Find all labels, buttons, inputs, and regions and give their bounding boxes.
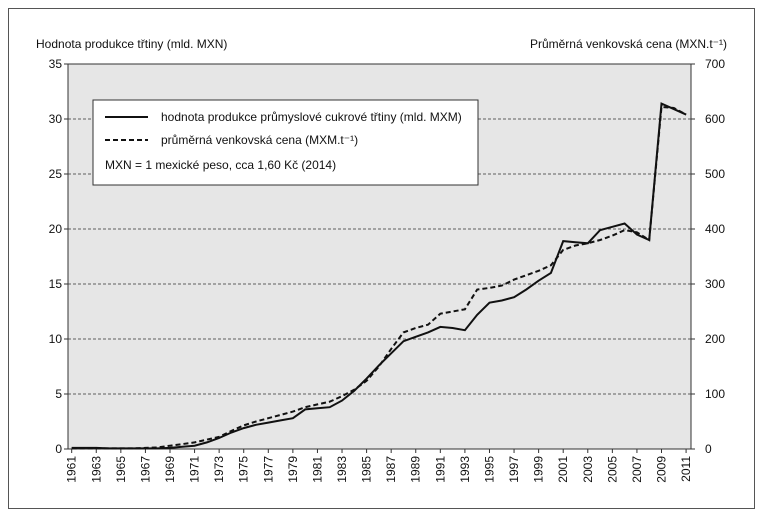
series-line [71, 102, 687, 450]
x-tick-label: 1965 [114, 456, 128, 483]
x-tick-label: 1975 [237, 456, 251, 483]
y2-tick-label: 700 [705, 57, 725, 71]
x-tick-label: 1997 [507, 456, 521, 483]
y2-tick-label: 600 [705, 112, 725, 126]
x-tick-label: 1967 [138, 456, 152, 483]
x-tick-label: 1983 [335, 456, 349, 483]
x-tick-label: 1987 [384, 456, 398, 483]
y-tick-label: 30 [49, 112, 63, 126]
y-tick-label: 0 [55, 442, 62, 456]
y2-tick-label: 0 [705, 442, 712, 456]
x-tick-label: 1993 [458, 456, 472, 483]
x-tick-label: 1981 [310, 456, 324, 483]
x-tick-label: 1999 [532, 456, 546, 483]
frame [8, 8, 755, 509]
x-tick-label: 1979 [286, 456, 300, 483]
x-tick-label: 1971 [188, 456, 202, 483]
y2-tick-label: 400 [705, 222, 725, 236]
x-tick-label: 2011 [679, 456, 693, 482]
x-tick-label: 2005 [605, 456, 619, 483]
x-tick-label: 2001 [556, 456, 570, 483]
y-tick-label: 5 [55, 387, 62, 401]
x-tick-label: 1989 [409, 456, 423, 483]
y-tick-label: 10 [49, 332, 63, 346]
y2-tick-label: 100 [705, 387, 725, 401]
y2-tick-label: 200 [705, 332, 725, 346]
y-axis-label: Hodnota produkce třtiny (mld. MXN) [36, 37, 227, 51]
legend-label: hodnota produkce průmyslové cukrové třti… [161, 110, 462, 124]
legend-label: průměrná venkovská cena (MXM.t⁻¹) [161, 133, 358, 147]
x-tick-label: 1969 [163, 456, 177, 483]
y-tick-label: 20 [49, 222, 63, 236]
x-tick-label: 2009 [655, 456, 669, 483]
x-tick-label: 1991 [433, 456, 447, 483]
legend-box [92, 99, 479, 186]
x-tick-label: 1977 [261, 456, 275, 483]
x-tick-label: 1985 [360, 456, 374, 483]
annotation: MXN = 1 mexické peso, cca 1,60 Kč (2014) [105, 158, 336, 172]
x-tick-label: 2003 [581, 456, 595, 483]
y-tick-label: 15 [49, 277, 63, 291]
x-tick-label: 1963 [89, 456, 103, 483]
x-tick-label: 1973 [212, 456, 226, 483]
y2-tick-label: 300 [705, 277, 725, 291]
x-tick-label: 1995 [482, 456, 496, 483]
series-line [71, 105, 687, 450]
y-tick-label: 35 [49, 57, 63, 71]
y-tick-label: 25 [49, 167, 63, 181]
y2-tick-label: 500 [705, 167, 725, 181]
x-tick-label: 1961 [65, 456, 79, 483]
x-tick-label: 2007 [630, 456, 644, 483]
y2-axis-label: Průměrná venkovská cena (MXN.t⁻¹) [530, 37, 727, 51]
